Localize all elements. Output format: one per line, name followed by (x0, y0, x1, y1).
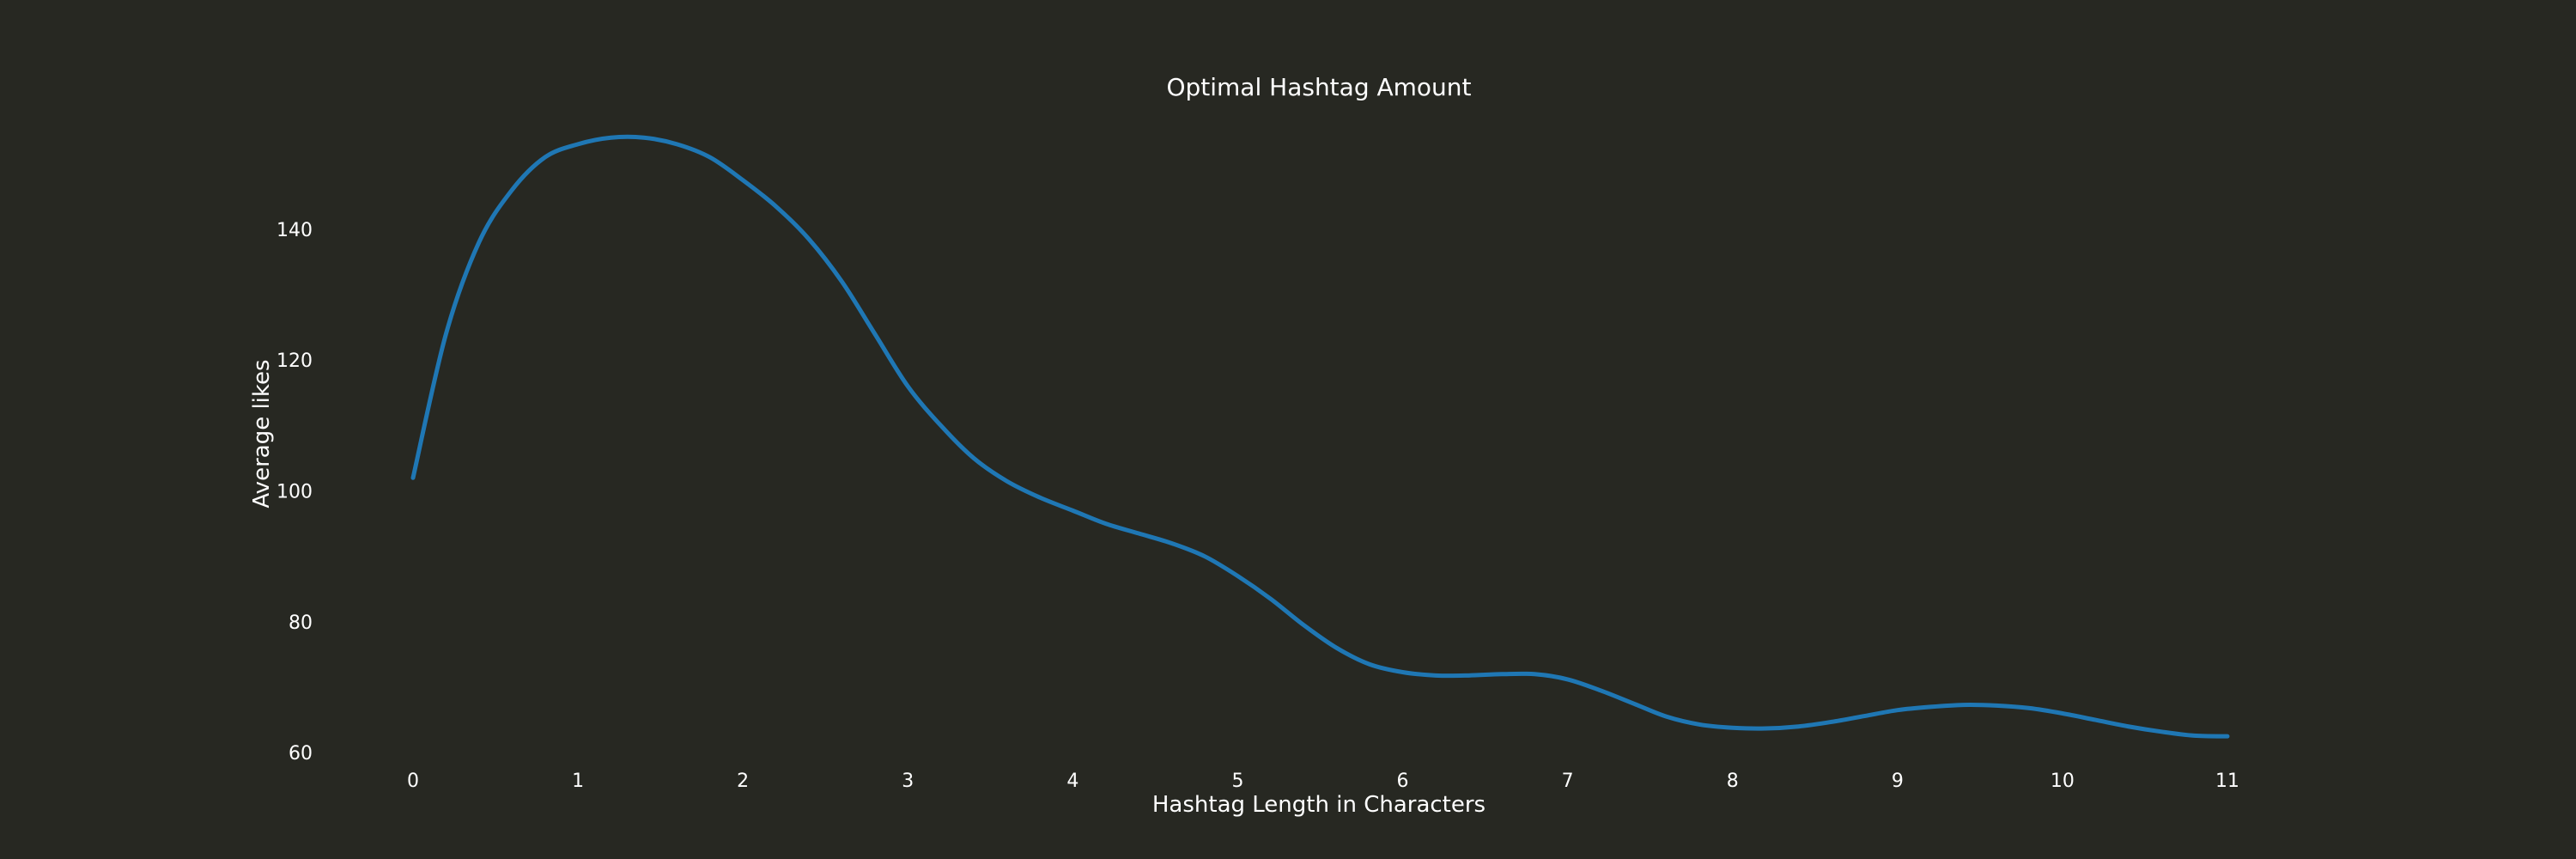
x-tick-label: 10 (2050, 771, 2075, 792)
x-tick-label: 4 (1066, 771, 1078, 792)
x-tick-label: 8 (1727, 771, 1739, 792)
x-tick-label: 9 (1892, 771, 1904, 792)
x-tick-label: 5 (1231, 771, 1243, 792)
x-tick-label: 6 (1397, 771, 1409, 792)
y-tick-label: 120 (276, 350, 313, 372)
x-tick-label: 7 (1562, 771, 1574, 792)
x-axis-ticks: 0 1 2 3 4 5 6 7 8 9 10 11 (407, 771, 2239, 792)
y-tick-label: 80 (289, 612, 313, 634)
x-tick-label: 11 (2215, 771, 2239, 792)
y-tick-label: 60 (289, 743, 313, 765)
y-axis-label: Average likes (249, 359, 275, 508)
series-group (410, 134, 2230, 739)
y-tick-label: 140 (276, 220, 313, 241)
x-tick-label: 0 (407, 771, 419, 792)
x-tick-label: 1 (572, 771, 584, 792)
chart-title: Optimal Hashtag Amount (1166, 73, 1471, 101)
y-axis-ticks: 60 80 100 120 140 (276, 220, 313, 765)
x-tick-label: 3 (902, 771, 914, 792)
x-tick-label: 2 (737, 771, 749, 792)
x-axis-label: Hashtag Length in Characters (1152, 792, 1485, 818)
y-tick-label: 100 (276, 482, 313, 503)
series-line-0 (410, 134, 2230, 739)
